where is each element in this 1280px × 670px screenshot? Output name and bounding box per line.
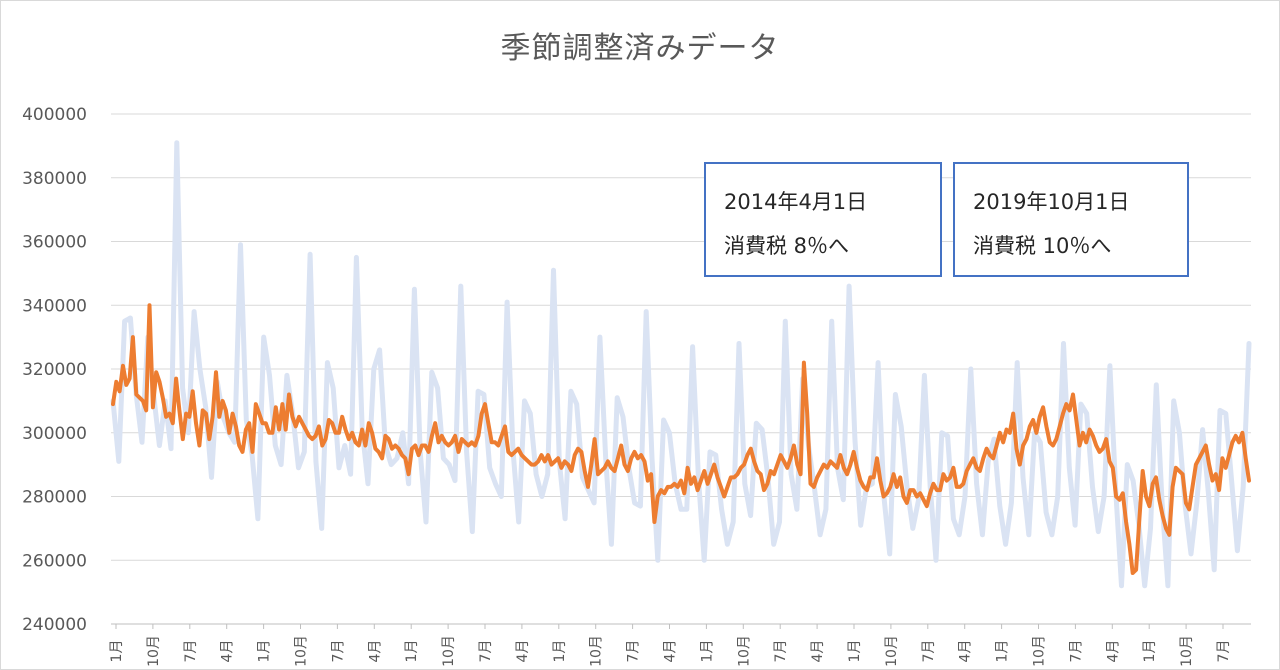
x-tick-label: 4月: [367, 640, 383, 663]
annotation-2019-text: 消費税 10％へ: [973, 234, 1112, 258]
x-tick-label: 10月: [294, 635, 310, 667]
x-tick-label: 7月: [921, 640, 937, 663]
x-tick-label: 10月: [1179, 635, 1195, 667]
y-tick-label: 260000: [22, 551, 87, 571]
x-tick-label: 10月: [736, 635, 752, 667]
chart-title: 季節調整済みデータ: [500, 31, 780, 66]
x-tick-label: 1月: [1142, 640, 1158, 663]
x-tick-label: 10月: [146, 635, 162, 667]
x-tick-label: 4月: [810, 640, 826, 663]
x-tick-label: 4月: [958, 640, 974, 663]
x-tick-label: 10月: [1032, 635, 1048, 667]
series-line-raw: [110, 140, 1252, 589]
x-tick-label: 4月: [663, 640, 679, 663]
x-tick-label: 7月: [478, 640, 494, 663]
y-tick-label: 360000: [22, 233, 87, 253]
x-tick-label: 1月: [109, 640, 125, 663]
x-tick-label: 10月: [441, 635, 457, 667]
x-tick-label: 1月: [257, 640, 273, 663]
y-tick-label: 240000: [22, 615, 87, 635]
x-tick-label: 7月: [1068, 640, 1084, 663]
x-tick-label: 7月: [773, 640, 789, 663]
x-tick-label: 1月: [552, 640, 568, 663]
x-tick-label: 7月: [183, 640, 199, 663]
x-tick-label: 7月: [1216, 640, 1232, 663]
annotation-2014-date: 2014年4月1日: [724, 190, 868, 214]
annotation-2019-date: 2019年10月1日: [973, 190, 1130, 214]
annotation-2014-text: 消費税 8％へ: [724, 234, 850, 258]
annotation-box-2014: 2014年4月1日 消費税 8％へ: [704, 162, 942, 277]
x-tick-label: 4月: [1105, 640, 1121, 663]
y-tick-label: 400000: [22, 105, 87, 125]
annotation-box-2019: 2019年10月1日 消費税 10％へ: [953, 162, 1189, 277]
x-tick-label: 4月: [515, 640, 531, 663]
y-tick-label: 320000: [22, 360, 87, 380]
x-tick-label: 10月: [589, 635, 605, 667]
x-tick-label: 4月: [220, 640, 236, 663]
x-tick-label: 10月: [884, 635, 900, 667]
x-tick-label: 7月: [626, 640, 642, 663]
x-tick-label: 1月: [847, 640, 863, 663]
x-tick-label: 1月: [699, 640, 715, 663]
x-tick-label: 1月: [995, 640, 1011, 663]
x-tick-label: 7月: [330, 640, 346, 663]
series-line-seasonally-adjusted: [111, 303, 1251, 575]
y-tick-label: 300000: [22, 424, 87, 444]
y-tick-label: 280000: [22, 488, 87, 508]
y-tick-label: 380000: [22, 169, 87, 189]
x-tick-label: 1月: [404, 640, 420, 663]
y-tick-label: 340000: [22, 296, 87, 316]
